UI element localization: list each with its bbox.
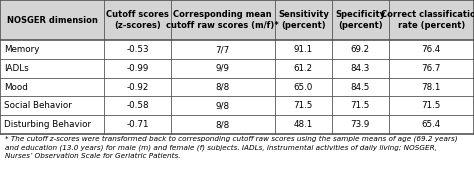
Text: 8/8: 8/8 bbox=[216, 120, 230, 129]
Bar bbox=[171, 78, 275, 96]
Text: 8/8: 8/8 bbox=[216, 83, 230, 92]
Text: IADLs: IADLs bbox=[4, 64, 28, 73]
Bar bbox=[0, 96, 104, 115]
Text: 71.5: 71.5 bbox=[422, 101, 441, 110]
Text: Specificity
(percent): Specificity (percent) bbox=[335, 10, 385, 30]
Text: 65.0: 65.0 bbox=[294, 83, 313, 92]
Bar bbox=[332, 96, 389, 115]
Text: 78.1: 78.1 bbox=[422, 83, 441, 92]
Text: 65.4: 65.4 bbox=[422, 120, 441, 129]
Bar bbox=[389, 115, 474, 134]
Text: 69.2: 69.2 bbox=[351, 45, 370, 54]
Bar bbox=[171, 96, 275, 115]
Bar bbox=[332, 59, 389, 78]
Text: 84.3: 84.3 bbox=[351, 64, 370, 73]
Bar bbox=[389, 59, 474, 78]
Text: Correct classification
rate (percent): Correct classification rate (percent) bbox=[381, 10, 474, 30]
Text: 71.5: 71.5 bbox=[294, 101, 313, 110]
Text: 76.7: 76.7 bbox=[422, 64, 441, 73]
Bar bbox=[275, 59, 332, 78]
Bar bbox=[0, 0, 104, 40]
Text: Memory: Memory bbox=[4, 45, 39, 54]
Text: * The cutoff z-scores were transformed back to corresponding cutoff raw scores u: * The cutoff z-scores were transformed b… bbox=[5, 136, 457, 159]
Text: 76.4: 76.4 bbox=[422, 45, 441, 54]
Bar bbox=[104, 78, 171, 96]
Bar bbox=[0, 115, 104, 134]
Bar bbox=[332, 78, 389, 96]
Text: 71.5: 71.5 bbox=[351, 101, 370, 110]
Text: -0.99: -0.99 bbox=[126, 64, 149, 73]
Bar bbox=[0, 78, 104, 96]
Bar bbox=[171, 59, 275, 78]
Text: Disturbing Behavior: Disturbing Behavior bbox=[4, 120, 91, 129]
Bar bbox=[104, 115, 171, 134]
Bar bbox=[389, 0, 474, 40]
Text: 9/9: 9/9 bbox=[216, 64, 230, 73]
Text: Mood: Mood bbox=[4, 83, 27, 92]
Bar bbox=[104, 96, 171, 115]
Text: -0.58: -0.58 bbox=[126, 101, 149, 110]
Bar bbox=[104, 0, 171, 40]
Text: Social Behavior: Social Behavior bbox=[4, 101, 72, 110]
Text: NOSGER dimension: NOSGER dimension bbox=[7, 16, 98, 25]
Bar bbox=[171, 40, 275, 59]
Text: -0.71: -0.71 bbox=[126, 120, 149, 129]
Bar bbox=[275, 115, 332, 134]
Text: 7/7: 7/7 bbox=[216, 45, 230, 54]
Bar bbox=[332, 0, 389, 40]
Text: Cutoff scores
(z-scores): Cutoff scores (z-scores) bbox=[106, 10, 169, 30]
Bar bbox=[275, 78, 332, 96]
Bar bbox=[275, 96, 332, 115]
Bar bbox=[389, 78, 474, 96]
Bar bbox=[275, 0, 332, 40]
Text: 61.2: 61.2 bbox=[294, 64, 313, 73]
Text: -0.92: -0.92 bbox=[126, 83, 149, 92]
Bar bbox=[275, 40, 332, 59]
Bar bbox=[389, 40, 474, 59]
Bar bbox=[0, 40, 104, 59]
Bar bbox=[104, 59, 171, 78]
Bar bbox=[389, 96, 474, 115]
Bar bbox=[104, 40, 171, 59]
Bar bbox=[332, 40, 389, 59]
Bar bbox=[332, 115, 389, 134]
Text: 73.9: 73.9 bbox=[351, 120, 370, 129]
Text: Corresponding mean
cutoff raw scores (m/f)*: Corresponding mean cutoff raw scores (m/… bbox=[166, 10, 279, 30]
Text: 91.1: 91.1 bbox=[294, 45, 313, 54]
Text: 48.1: 48.1 bbox=[294, 120, 313, 129]
Text: Sensitivity
(percent): Sensitivity (percent) bbox=[278, 10, 329, 30]
Bar bbox=[171, 115, 275, 134]
Bar bbox=[0, 59, 104, 78]
Text: -0.53: -0.53 bbox=[126, 45, 149, 54]
Bar bbox=[171, 0, 275, 40]
Text: 84.5: 84.5 bbox=[351, 83, 370, 92]
Text: 9/8: 9/8 bbox=[216, 101, 230, 110]
